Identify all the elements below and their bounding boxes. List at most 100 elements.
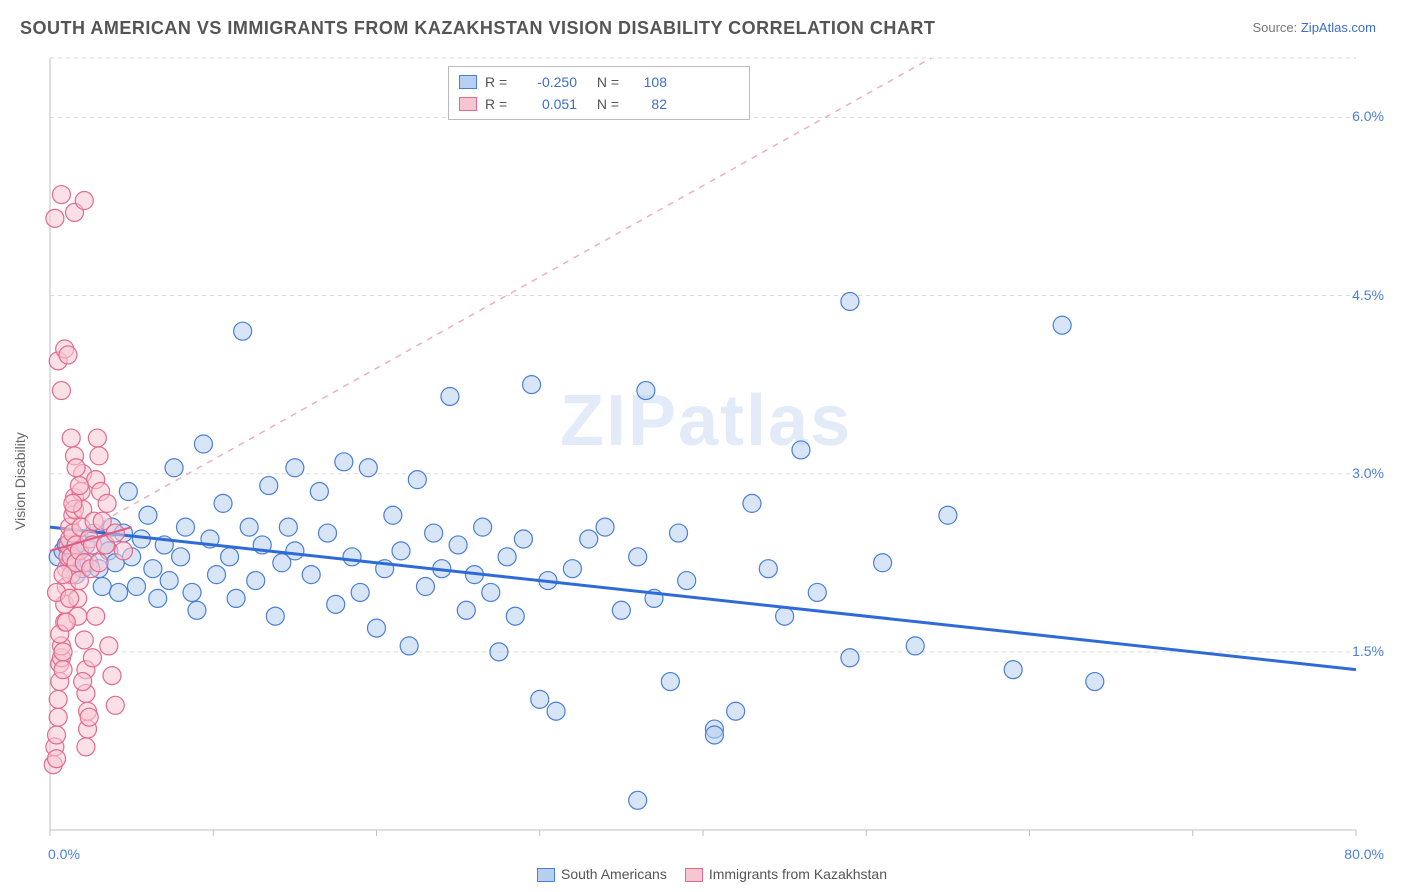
correlation-legend: R =-0.250N =108R =0.051N =82 (448, 66, 750, 120)
south-americans-point (506, 607, 524, 625)
kazakhstan-immigrants-point (59, 346, 77, 364)
south-americans-point (1086, 673, 1104, 691)
south-americans-point (743, 494, 761, 512)
kazakhstan-immigrants-point (90, 554, 108, 572)
y-tick-label: 4.5% (1352, 287, 1384, 303)
kazakhstan-immigrants-point (83, 649, 101, 667)
kazakhstan-immigrants-point (46, 209, 64, 227)
south-americans-point (119, 483, 137, 501)
legend-r-label: R = (485, 71, 513, 93)
south-americans-point (139, 506, 157, 524)
y-tick-label: 1.5% (1352, 643, 1384, 659)
legend-swatch (685, 868, 703, 882)
south-americans-point (176, 518, 194, 536)
south-americans-point (678, 572, 696, 590)
legend-label: South Americans (561, 866, 667, 882)
south-americans-point (144, 560, 162, 578)
south-americans-point (266, 607, 284, 625)
south-americans-point (286, 542, 304, 560)
kazakhstan-immigrants-point (54, 566, 72, 584)
south-americans-point (392, 542, 410, 560)
south-americans-point (457, 601, 475, 619)
kazakhstan-immigrants-point (106, 696, 124, 714)
south-americans-point (759, 560, 777, 578)
south-americans-point (841, 649, 859, 667)
south-americans-point (128, 578, 146, 596)
south-americans-point (93, 578, 111, 596)
kazakhstan-immigrants-point (52, 186, 70, 204)
kazakhstan-immigrants-point (77, 738, 95, 756)
kazakhstan-immigrants-point (48, 726, 66, 744)
south-americans-point (208, 566, 226, 584)
south-americans-point (841, 292, 859, 310)
y-tick-label: 3.0% (1352, 465, 1384, 481)
kazakhstan-immigrants-point (54, 661, 72, 679)
kazakhstan-immigrants-point (80, 708, 98, 726)
south-americans-point (408, 471, 426, 489)
kazakhstan-immigrants-point (49, 690, 67, 708)
series-legend: South Americans Immigrants from Kazakhsta… (0, 866, 1406, 882)
south-americans-point (214, 494, 232, 512)
south-americans-point (547, 702, 565, 720)
south-americans-point (874, 554, 892, 572)
legend-n-value: 108 (627, 71, 667, 93)
kazakhstan-immigrants-point (62, 429, 80, 447)
kazakhstan-immigrants-point (90, 447, 108, 465)
legend-n-label: N = (585, 93, 619, 115)
south-americans-point (425, 524, 443, 542)
y-tick-label: 6.0% (1352, 108, 1384, 124)
south-americans-point (384, 506, 402, 524)
legend-swatch (459, 75, 477, 89)
legend-swatch (459, 97, 477, 111)
south-americans-point (335, 453, 353, 471)
kazakhstan-immigrants-point (67, 459, 85, 477)
south-americans-point (637, 382, 655, 400)
south-americans-point (160, 572, 178, 590)
south-americans-point (596, 518, 614, 536)
south-americans-point (194, 435, 212, 453)
plot-svg (0, 0, 1406, 892)
south-americans-point (368, 619, 386, 637)
south-americans-trendline (50, 527, 1356, 670)
kazakhstan-immigrants-point (64, 494, 82, 512)
kazakhstan-immigrants-point (98, 494, 116, 512)
legend-row: R =-0.250N =108 (459, 71, 739, 93)
kazakhstan-immigrants-point (88, 429, 106, 447)
kazakhstan-immigrants-point (114, 542, 132, 560)
legend-swatch (537, 868, 555, 882)
south-americans-point (441, 387, 459, 405)
south-americans-point (351, 583, 369, 601)
south-americans-point (776, 607, 794, 625)
south-americans-point (110, 583, 128, 601)
south-americans-point (183, 583, 201, 601)
south-americans-point (939, 506, 957, 524)
south-americans-point (319, 524, 337, 542)
south-americans-point (1053, 316, 1071, 334)
kazakhstan-immigrants-point (74, 673, 92, 691)
south-americans-point (705, 726, 723, 744)
south-americans-point (359, 459, 377, 477)
chart-container: { "title": "SOUTH AMERICAN VS IMMIGRANTS… (0, 0, 1406, 892)
south-americans-point (165, 459, 183, 477)
legend-label: Immigrants from Kazakhstan (709, 866, 887, 882)
kazakhstan-immigrants-point (52, 382, 70, 400)
south-americans-point (449, 536, 467, 554)
south-americans-point (474, 518, 492, 536)
kazakhstan-immigrants-point (61, 589, 79, 607)
south-americans-point (247, 572, 265, 590)
south-americans-point (286, 459, 304, 477)
south-americans-point (149, 589, 167, 607)
kazakhstan-immigrants-point (49, 708, 67, 726)
south-americans-point (792, 441, 810, 459)
kazakhstan-immigrants-point (103, 667, 121, 685)
kazakhstan-immigrants-point (57, 613, 75, 631)
south-americans-point (234, 322, 252, 340)
kazakhstan-immigrants-point (87, 607, 105, 625)
legend-n-label: N = (585, 71, 619, 93)
south-americans-point (629, 791, 647, 809)
kazakhstan-immigrants-point (75, 192, 93, 210)
south-americans-point (310, 483, 328, 501)
south-americans-point (612, 601, 630, 619)
south-americans-point (240, 518, 258, 536)
south-americans-point (498, 548, 516, 566)
